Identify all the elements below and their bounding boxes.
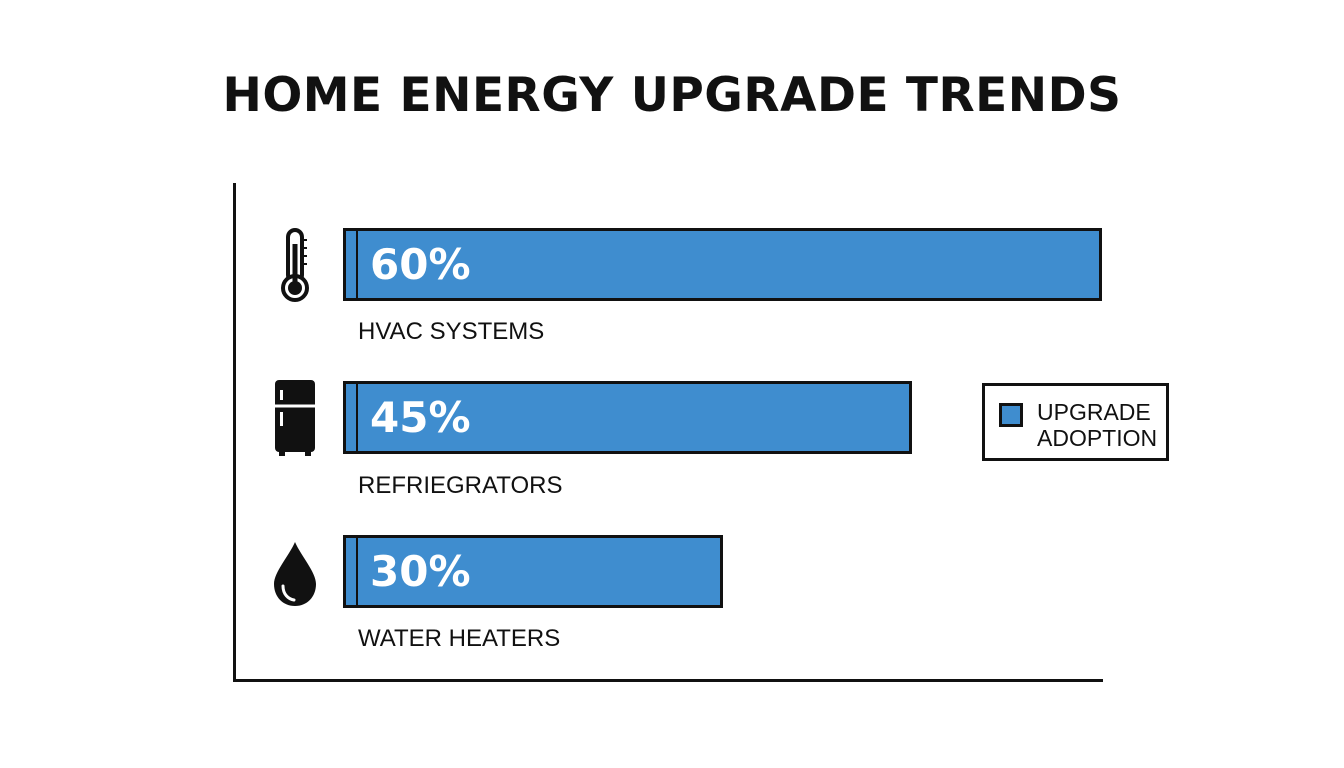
- y-axis-line: [233, 183, 236, 682]
- bar-value-label: 30%: [370, 546, 471, 596]
- water-drop-icon: [274, 542, 316, 606]
- legend-label: UPGRADE ADOPTION: [1037, 399, 1158, 451]
- chart-legend: UPGRADE ADOPTION: [982, 383, 1169, 461]
- bar-value-label: 45%: [370, 392, 471, 442]
- x-axis-line: [233, 679, 1103, 682]
- legend-swatch: [999, 403, 1023, 427]
- bar-value-label: 60%: [370, 239, 471, 289]
- category-label: WATER HEATERS: [358, 625, 561, 652]
- refrigerator-icon: [275, 380, 315, 456]
- bar-hvac-systems: 60%: [343, 228, 1102, 301]
- bar-water-heaters: 30%: [343, 535, 723, 608]
- chart-title: HOME ENERGY UPGRADE TRENDS: [222, 68, 1122, 123]
- category-label: REFRIEGRATORS: [358, 472, 563, 499]
- thermometer-icon: [281, 228, 309, 302]
- bar-refriegrators: 45%: [343, 381, 912, 454]
- category-label: HVAC SYSTEMS: [358, 318, 545, 345]
